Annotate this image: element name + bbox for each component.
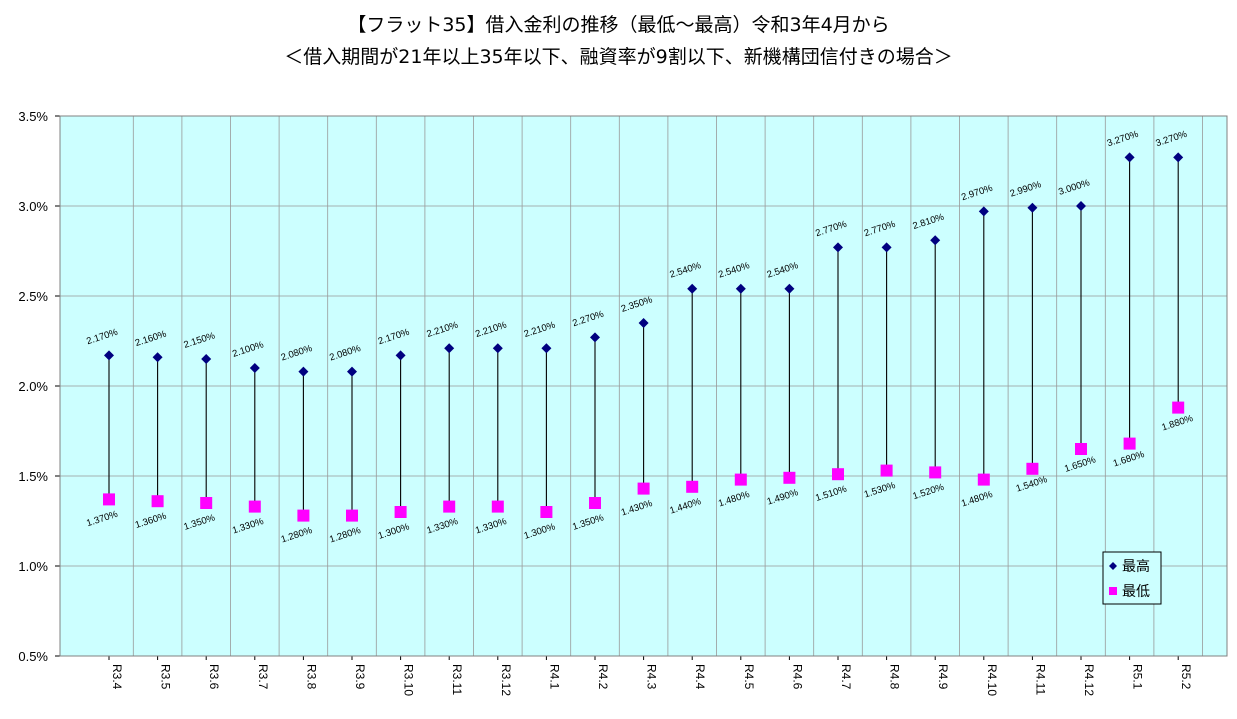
max-rate-point [735,283,746,294]
x-tick-label: R4.3 [645,664,659,690]
min-rate-point [832,468,844,481]
max-rate-point [298,366,309,377]
x-tick-label: R4.4 [693,664,707,690]
y-tick-label: 3.5% [18,109,48,124]
max-rate-point [1027,202,1038,213]
max-rate-point [152,352,163,363]
min-rate-point [443,500,456,513]
max-rate-point [1124,152,1135,163]
max-rate-point [395,350,406,361]
max-rate-point [930,235,941,246]
x-tick-label: R4.9 [936,664,950,690]
min-rate-point [1026,462,1039,475]
plot-border [59,115,1228,657]
y-tick-label: 2.5% [18,289,48,304]
max-rate-point [249,363,260,373]
legend-max-marker [1109,562,1117,570]
min-rate-point [394,506,407,518]
x-tick-label: R4.1 [547,664,561,690]
max-rate-point [541,343,552,354]
x-tick-label: R3.12 [499,664,513,696]
x-tick-label: R5.1 [1131,664,1145,690]
min-rate-point [200,497,213,509]
y-tick-label: 3.0% [18,199,48,214]
max-rate-point [492,343,503,354]
min-rate-point [491,500,504,513]
x-tick-label: R4.8 [888,664,902,690]
x-tick-label: R4.5 [742,664,756,690]
x-tick-label: R5.2 [1179,664,1193,690]
min-rate-point [297,509,310,522]
x-axis: R3.4 R3.5 R3.6 R3.7 R3.8 R3.9 R3.10 R3.11 R3.12 R… [108,656,1193,696]
x-tick-label: R4.7 [839,664,853,690]
x-tick-label: R4.11 [1033,664,1047,695]
max-rate-point [638,318,649,328]
chart-subtitle: ＜借入期間が21年以上35年以下、融資率が9割以下、新機構団信付きの場合＞ [284,46,953,68]
min-rate-point [783,471,796,484]
min-rate-point [1123,437,1136,450]
min-rate-point [880,464,893,477]
x-tick-label: R3.9 [353,664,367,690]
x-tick-label: R3.10 [402,664,416,696]
max-rate-point [687,283,698,294]
x-tick-label: R3.8 [304,664,318,690]
x-tick-label: R4.10 [985,664,999,696]
x-tick-label: R3.6 [207,664,221,690]
y-tick-label: 1.0% [18,559,48,574]
min-rate-point [248,500,261,513]
min-rate-point [686,480,699,493]
min-rate-point [1075,443,1087,455]
max-rate-point [590,332,600,343]
min-rate-point [929,466,942,479]
max-rate-point [104,350,114,361]
legend-box [1102,551,1162,605]
range-lines [108,157,1179,516]
max-rate-point [1173,152,1184,163]
min-rate-point [637,482,650,495]
y-tick-label: 1.5% [18,469,48,484]
min-rate-point [589,497,601,509]
y-tick-label: 2.0% [18,379,48,394]
x-tick-label: R4.2 [596,664,610,690]
min-rate-point [734,473,747,486]
max-rate-point [1076,201,1086,211]
min-rate-point [103,493,115,506]
max-rate-point [444,343,455,354]
legend-min-label: 最低 [1122,584,1150,600]
x-tick-label: R3.7 [256,664,270,690]
data-marks [103,152,1185,522]
max-rate-point [833,242,843,253]
min-rate-point [1172,401,1185,414]
max-rate-point [784,283,795,294]
max-rate-point [881,242,892,253]
x-tick-label: R4.6 [790,664,804,690]
x-tick-label: R3.5 [159,664,173,690]
min-rate-point [540,506,553,518]
x-tick-label: R4.12 [1082,664,1096,696]
legend-min-marker [1109,587,1117,595]
legend-max-label: 最高 [1122,558,1150,575]
min-rate-point [977,473,990,486]
chart-title: 【フラット35】借入金利の推移（最低～最高）令和3年4月から [347,14,890,36]
x-tick-label: R3.11 [450,664,464,695]
y-tick-label: 0.5% [18,649,48,664]
min-rate-point [346,509,358,522]
max-rate-point [201,354,212,364]
min-rate-point [151,495,164,508]
max-rate-point [347,366,357,377]
max-rate-point [978,206,989,217]
y-axis: 0.5% 1.0% 1.5% 2.0% 2.5% 3.0% 3.5% [18,109,60,664]
x-tick-label: R3.4 [110,664,124,690]
